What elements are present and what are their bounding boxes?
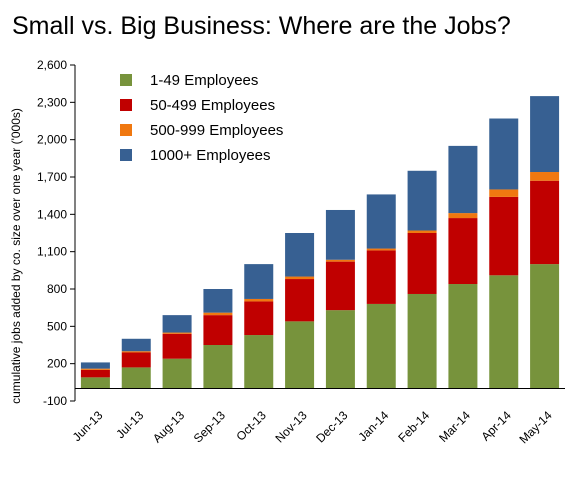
y-tick-label: 2,000 (37, 133, 67, 147)
bar-segment-4 (407, 170, 437, 231)
x-tick-label: Apr-14 (478, 408, 514, 444)
x-tick-label: Jan-14 (356, 408, 392, 444)
bar-segment-4 (121, 338, 151, 352)
y-tick-label: 1,400 (37, 207, 67, 221)
bar-segment-4 (325, 209, 355, 260)
bar-segment-4 (162, 315, 192, 333)
bar-segment-1 (448, 284, 478, 389)
y-axis: -100 200 500 800 1,100 1,400 1,700 2,000 2,300 2,… (37, 58, 76, 408)
bar-segment-2 (489, 196, 519, 276)
y-tick-label: 1,100 (37, 245, 67, 259)
bar-segment-2 (366, 250, 396, 304)
x-tick-label: Jun-13 (70, 408, 106, 444)
bar-segment-3 (530, 172, 560, 181)
bar-segment-4 (203, 289, 233, 313)
legend-label-3: 500-999 Employees (150, 122, 283, 139)
y-tick-label: 800 (47, 282, 67, 296)
y-axis-label: cumulative jobs added by co. size over o… (9, 108, 23, 404)
x-tick-label: Oct-13 (234, 408, 270, 444)
bar-segment-3 (285, 276, 315, 280)
bar-segment-4 (285, 233, 315, 277)
x-tick-label: Dec-13 (313, 408, 350, 445)
bar-segment-1 (285, 321, 315, 389)
x-tick-label: Mar-14 (436, 408, 473, 445)
bar-segment-4 (448, 145, 478, 214)
bar-segment-1 (244, 335, 274, 389)
bar-segment-1 (162, 358, 192, 389)
bar-segment-3 (407, 230, 437, 233)
legend-label-4: 1000+ Employees (150, 147, 271, 164)
bar-segment-2 (203, 315, 233, 345)
bar-segment-1 (407, 293, 437, 389)
bar-segment-1 (366, 303, 396, 389)
bar-segment-4 (530, 96, 560, 173)
bar-segment-1 (203, 345, 233, 389)
x-tick-label: May-14 (517, 408, 555, 446)
bar-segment-3 (80, 368, 110, 370)
bar-segment-3 (203, 312, 233, 316)
x-tick-label: Jul-13 (113, 408, 146, 441)
x-tick-label: Nov-13 (272, 408, 309, 445)
legend-label-2: 50-499 Employees (150, 97, 275, 114)
x-tick-label: Sep-13 (191, 408, 228, 445)
x-tick-label: Feb-14 (395, 408, 432, 445)
bar-segment-2 (530, 180, 560, 265)
legend-swatch-3 (120, 124, 132, 136)
bar-segment-3 (366, 248, 396, 251)
bar-segment-3 (489, 189, 519, 197)
y-tick-label: 500 (47, 319, 67, 333)
bar-segment-2 (285, 279, 315, 322)
bar-segment-3 (162, 332, 192, 334)
bar-segment-1 (80, 377, 110, 389)
bar-segment-3 (448, 213, 478, 219)
bar-segment-3 (325, 259, 355, 262)
bar-segment-2 (162, 333, 192, 359)
legend: 1-49 Employees 50-499 Employees 500-999 Em… (120, 72, 283, 164)
bar-segment-2 (80, 369, 110, 378)
bar-segment-1 (489, 275, 519, 389)
bar-segment-4 (366, 194, 396, 249)
legend-label-1: 1-49 Employees (150, 72, 258, 89)
x-axis: Jun-13 Jul-13 Aug-13 Sep-13 Oct-13 Nov-13 Dec-… (70, 388, 565, 446)
bars (80, 96, 560, 389)
legend-swatch-2 (120, 99, 132, 111)
bar-segment-1 (121, 367, 151, 389)
bar-segment-3 (244, 298, 274, 302)
y-tick-label: 2,600 (37, 58, 67, 72)
bar-segment-3 (121, 351, 151, 353)
bar-segment-2 (121, 352, 151, 368)
y-tick-label: 200 (47, 357, 67, 371)
bar-segment-2 (407, 233, 437, 294)
legend-swatch-1 (120, 74, 132, 86)
bar-segment-2 (244, 301, 274, 336)
legend-swatch-4 (120, 149, 132, 161)
x-tick-label: Aug-13 (150, 408, 187, 445)
bar-segment-2 (325, 261, 355, 311)
y-tick-label: 1,700 (37, 170, 67, 184)
y-tick-label: -100 (43, 394, 67, 408)
bar-segment-2 (448, 218, 478, 285)
bar-segment-4 (489, 118, 519, 190)
bar-segment-1 (530, 264, 560, 389)
bar-segment-1 (325, 310, 355, 389)
bar-segment-4 (244, 264, 274, 299)
chart-title: Small vs. Big Business: Where are the Jo… (12, 12, 511, 40)
bar-segment-4 (80, 362, 110, 369)
y-tick-label: 2,300 (37, 95, 67, 109)
